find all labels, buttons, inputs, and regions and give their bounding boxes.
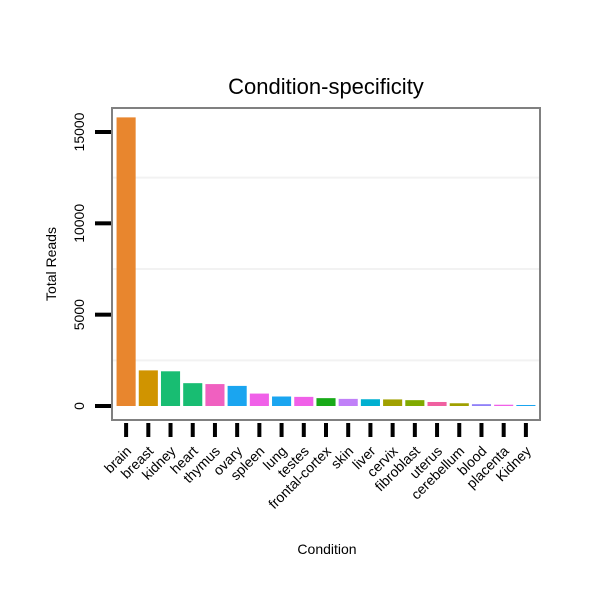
bar-lung: [272, 396, 292, 406]
bar-blood: [471, 404, 492, 406]
bar-frontal-cortex: [316, 398, 336, 406]
bar-heart: [183, 383, 203, 406]
bar-ovary: [227, 385, 247, 406]
bar-fibroblast: [405, 400, 425, 406]
bar-brain: [116, 117, 136, 407]
x-axis: brainbreastkidneyheartthymusovaryspleenl…: [101, 423, 534, 512]
bar-cerebellum: [449, 403, 469, 406]
bar-kidney: [160, 371, 181, 406]
y-axis-label: Total Reads: [43, 227, 59, 301]
bar-breast: [138, 370, 158, 406]
bar-thymus: [205, 384, 225, 406]
x-axis-label: Condition: [297, 541, 356, 557]
bar-uterus: [427, 401, 447, 406]
y-tick-label-15000: 15000: [71, 112, 87, 151]
bar-placenta: [494, 404, 514, 406]
bar-cervix: [383, 399, 403, 406]
gridlines: [113, 176, 539, 362]
y-tick-label-5000: 5000: [71, 299, 87, 330]
bars: [116, 117, 536, 407]
y-tick-label-0: 0: [71, 402, 87, 410]
bar-spleen: [249, 393, 269, 406]
chart-title: Condition-specificity: [228, 74, 424, 99]
y-tick-label-10000: 10000: [71, 204, 87, 243]
bar-testes: [294, 396, 314, 406]
bar-liver: [360, 399, 380, 406]
bar-skin: [338, 398, 358, 406]
plot-frame: [111, 107, 541, 421]
y-axis: 0 5000 10000 15000: [71, 112, 111, 410]
bar-kidney: [516, 404, 536, 406]
